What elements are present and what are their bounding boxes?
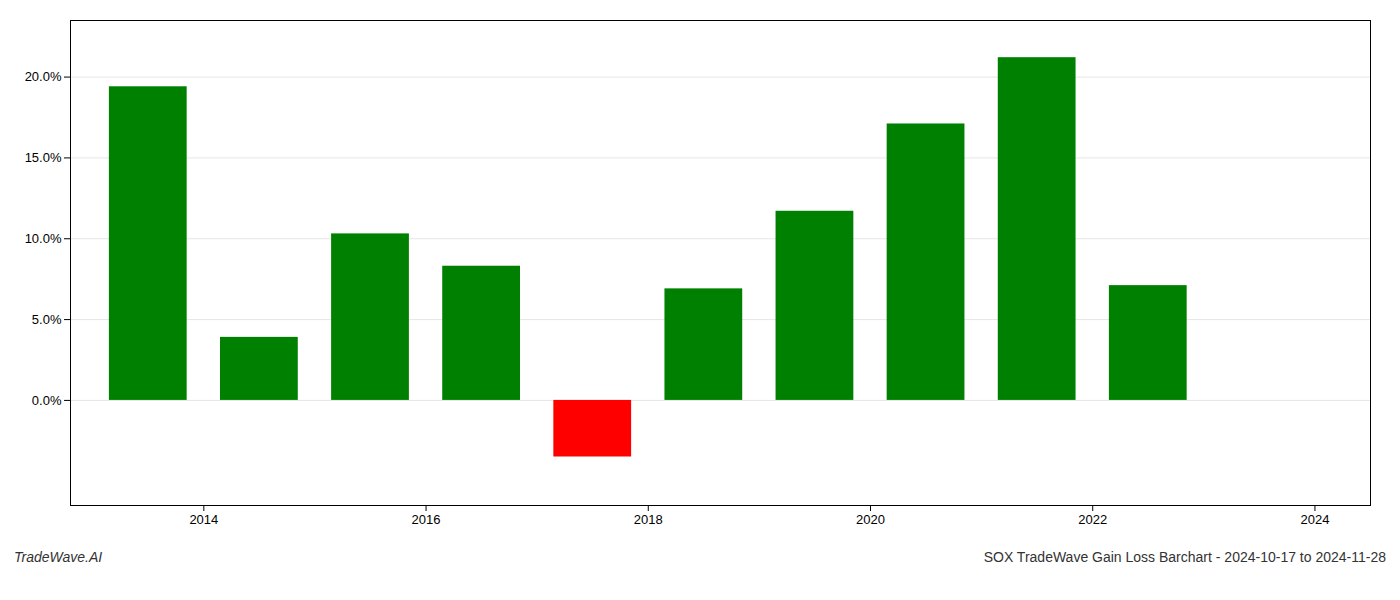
svg-text:2016: 2016 bbox=[412, 512, 441, 527]
svg-text:20.0%: 20.0% bbox=[25, 69, 62, 84]
svg-text:2024: 2024 bbox=[1300, 512, 1329, 527]
svg-text:0.0%: 0.0% bbox=[32, 393, 62, 408]
svg-text:2020: 2020 bbox=[856, 512, 885, 527]
svg-text:5.0%: 5.0% bbox=[32, 312, 62, 327]
svg-text:2022: 2022 bbox=[1078, 512, 1107, 527]
svg-text:2014: 2014 bbox=[189, 512, 218, 527]
svg-text:10.0%: 10.0% bbox=[25, 231, 62, 246]
html-text:TradeWave.AI: TradeWave.AI bbox=[14, 549, 103, 565]
html-text:SOX TradeWave Gain Loss Barcha: SOX TradeWave Gain Loss Barchart - 2024-… bbox=[983, 549, 1386, 565]
svg-text:2018: 2018 bbox=[634, 512, 663, 527]
svg-text:15.0%: 15.0% bbox=[25, 150, 62, 165]
